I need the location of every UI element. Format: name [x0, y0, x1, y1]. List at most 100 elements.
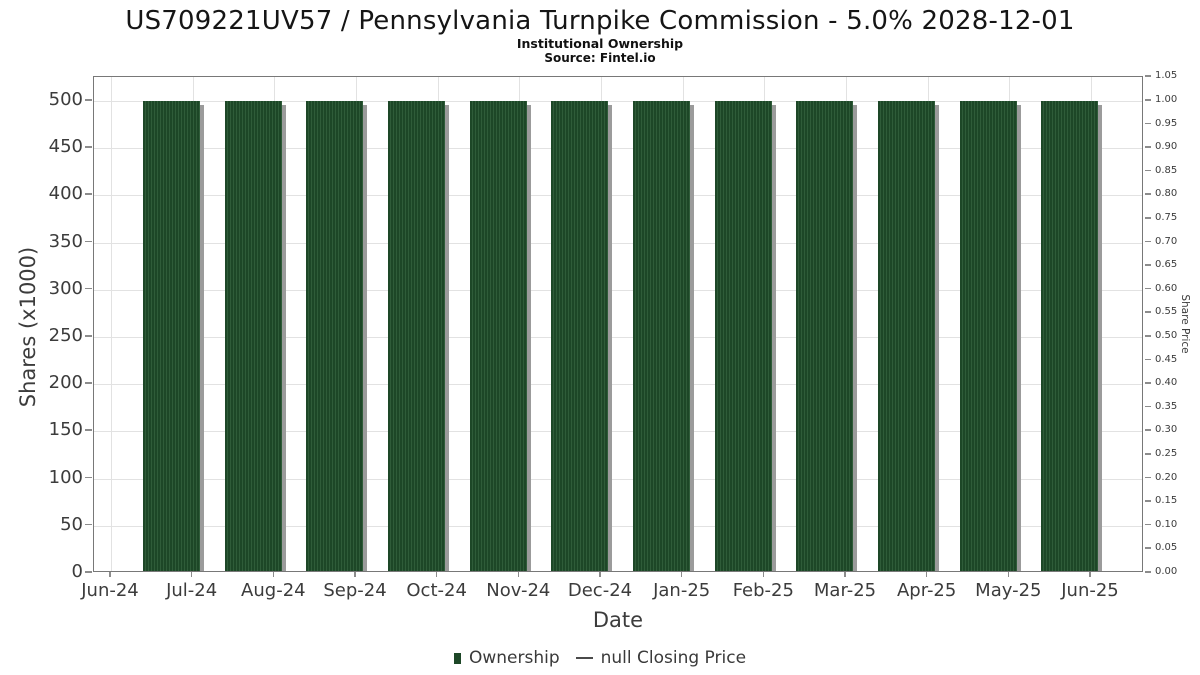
- y-axis-left-tick-label: 50: [60, 513, 83, 535]
- x-axis-tick-label: Oct-24: [406, 580, 467, 601]
- bar-cluster: [796, 101, 854, 571]
- y-axis-right-tick-label: 0.30: [1155, 424, 1178, 436]
- x-axis-tick-label: Feb-25: [732, 580, 794, 601]
- y-axis-left-title: Shares (x1000): [16, 246, 40, 408]
- gridline-horizontal: [94, 337, 1142, 338]
- y-axis-right-tick-label: 0.60: [1155, 282, 1178, 294]
- y-axis-right-tick-label: 1.00: [1155, 94, 1178, 105]
- bar-cluster: [1041, 101, 1099, 571]
- y-axis-left-tick-label: 100: [48, 466, 83, 488]
- x-axis-tickmark: [1089, 572, 1091, 577]
- gridline-horizontal: [94, 431, 1142, 433]
- bar-cluster: [306, 101, 364, 571]
- y-axis-right-tick-label: 0.00: [1155, 566, 1178, 577]
- y-axis-left-tick-label: 500: [48, 89, 83, 110]
- gridline-horizontal: [94, 195, 1142, 197]
- y-axis-left-tickmark: [85, 146, 92, 148]
- x-axis-tickmark: [354, 572, 356, 577]
- y-axis-right-tickmark: [1145, 122, 1151, 125]
- y-axis-right-tickmark: [1145, 311, 1151, 313]
- bar-cluster: [469, 101, 527, 571]
- x-axis-tickmark: [762, 572, 765, 577]
- bar-cluster: [878, 101, 935, 571]
- chart-source: Source: Fintel.io: [544, 51, 656, 65]
- closing-price-line-swatch-icon: [575, 656, 593, 660]
- gridline-horizontal: [94, 384, 1142, 386]
- x-axis-tickmark: [844, 572, 846, 577]
- y-axis-right-tick-label: 0.10: [1155, 518, 1178, 530]
- bar-cluster: [388, 101, 445, 571]
- x-axis-tick-label: Sep-24: [323, 580, 387, 601]
- x-axis-tick-label: Mar-25: [813, 580, 877, 601]
- bar-cluster: [959, 101, 1017, 571]
- chart-title: US709221UV57 / Pennsylvania Turnpike Com…: [125, 6, 1075, 36]
- x-axis-tickmark: [599, 572, 601, 577]
- y-axis-right-tickmark: [1145, 75, 1151, 77]
- x-axis-tick-label: Jun-24: [81, 580, 139, 601]
- y-axis-right-tickmark: [1145, 405, 1151, 408]
- plot-area: [93, 76, 1143, 572]
- y-axis-right-tick-label: 0.25: [1155, 448, 1178, 459]
- ownership-bar-swatch-icon: [453, 652, 461, 664]
- y-axis-left-tickmark: [85, 240, 92, 243]
- y-axis-right-tickmark: [1145, 240, 1151, 243]
- y-axis-right-tickmark: [1145, 146, 1151, 148]
- y-axis-right-tickmark: [1145, 453, 1151, 455]
- y-axis-right-tick-label: 0.85: [1155, 164, 1178, 176]
- y-axis-right-tick-label: 0.95: [1155, 117, 1178, 129]
- y-axis-right-tickmark: [1145, 476, 1151, 479]
- y-axis-left-tick-label: 150: [48, 419, 83, 441]
- bar-cluster: [224, 101, 282, 571]
- y-axis-right-tick-label: 0.50: [1155, 330, 1178, 341]
- legend-label-ownership: Ownership: [468, 648, 560, 668]
- y-axis-left-tickmark: [85, 193, 92, 195]
- y-axis-right-tickmark: [1145, 169, 1151, 172]
- x-axis-tick-label: Apr-25: [896, 580, 957, 601]
- y-axis-left-tickmark: [85, 571, 92, 573]
- x-axis-tick-label: Aug-24: [241, 580, 306, 601]
- y-axis-right-tickmark: [1145, 429, 1151, 431]
- y-axis-right-tickmark: [1145, 500, 1151, 502]
- y-axis-left-tick-label: 300: [48, 277, 83, 299]
- y-axis-right-tick-label: 0.40: [1155, 377, 1178, 389]
- bar-cluster: [143, 101, 200, 571]
- y-axis-left-tickmark: [85, 476, 92, 479]
- y-axis-left-tick-label: 0: [71, 561, 83, 582]
- y-axis-left-tickmark: [85, 287, 92, 290]
- x-axis-tickmark: [435, 572, 438, 577]
- gridline-vertical: [111, 77, 112, 571]
- y-axis-right-tick-label: 0.75: [1155, 212, 1178, 223]
- y-axis-right-tickmark: [1145, 335, 1151, 337]
- y-axis-left-tick-label: 450: [48, 136, 83, 158]
- x-axis-tick-label: Jul-24: [166, 580, 218, 601]
- x-axis-tickmark: [109, 572, 111, 577]
- x-axis-tick-label: Jun-25: [1061, 580, 1119, 601]
- gridline-horizontal: [94, 101, 1142, 102]
- gridline-horizontal: [94, 289, 1142, 291]
- y-axis-left-tick-label: 250: [48, 325, 83, 346]
- y-axis-right-tick-label: 0.35: [1155, 400, 1178, 412]
- gridline-horizontal: [94, 242, 1142, 244]
- x-axis-tickmark: [272, 572, 275, 577]
- legend-label-closing-price: null Closing Price: [600, 648, 747, 668]
- y-axis-right-tick-label: 0.65: [1155, 259, 1178, 271]
- bar-cluster: [714, 101, 772, 571]
- x-axis-tickmark: [680, 572, 683, 577]
- x-axis-tick-label: Jan-25: [653, 580, 711, 601]
- bar-cluster: [551, 101, 609, 571]
- y-axis-right-tickmark: [1145, 287, 1151, 290]
- y-axis-right-tick-label: 0.70: [1155, 235, 1178, 247]
- chart-subtitle: Institutional Ownership: [516, 36, 684, 51]
- y-axis-right-title: Share Price: [1179, 294, 1191, 354]
- y-axis-right-tick-label: 0.80: [1155, 188, 1178, 200]
- y-axis-right-tickmark: [1145, 264, 1151, 266]
- y-axis-right-tick-label: 0.20: [1155, 471, 1178, 483]
- y-axis-right-tick-label: 1.05: [1155, 70, 1178, 82]
- x-axis-tickmark: [517, 572, 520, 577]
- y-axis-right-tickmark: [1145, 358, 1151, 361]
- y-axis-left-tick-label: 400: [48, 183, 83, 205]
- y-axis-right-tick-label: 0.55: [1155, 306, 1178, 318]
- gridline-horizontal: [94, 148, 1142, 150]
- y-axis-right-tick-label: 0.45: [1155, 353, 1178, 365]
- x-axis-tickmark: [925, 572, 928, 577]
